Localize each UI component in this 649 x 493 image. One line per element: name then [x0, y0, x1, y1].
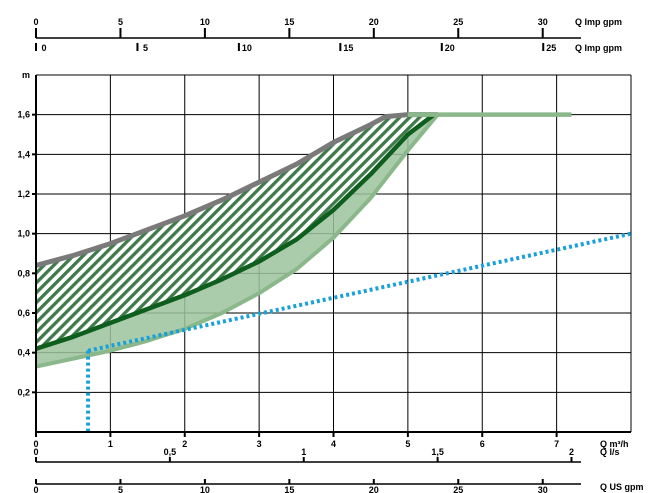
ls-tick-label: 1,5 [431, 447, 444, 457]
axes-layer: 0,2 0,4 0,6 0,8 1,0 1,2 1,4 1,6 m 0 1 2 3 4 5 6 7 Q m³/h 0… [17, 17, 643, 493]
usgpm-tick-label: 25 [453, 485, 463, 493]
top2-tick-label: 20 [445, 43, 455, 53]
top2-axis-label: Q Imp gpm [575, 43, 622, 53]
ls-tick-label: 0 [33, 447, 38, 457]
y-axis-label: m [22, 70, 30, 80]
usgpm-tick-label: 10 [200, 485, 210, 493]
usgpm-axis-label: Q US gpm [600, 482, 644, 492]
top1-tick-label: 0 [33, 17, 38, 27]
top2-tick-label: 10 [242, 43, 252, 53]
top2-tick-label: 5 [143, 43, 148, 53]
y-tick-label: 0,8 [17, 268, 30, 278]
x-tick-label: 4 [331, 439, 336, 449]
top1-axis-label: Q Imp gpm [575, 17, 622, 27]
x-tick-label: 5 [405, 439, 410, 449]
x-tick-label: 3 [257, 439, 262, 449]
system-curve-dotted [87, 231, 631, 353]
usgpm-tick-label: 5 [118, 485, 123, 493]
usgpm-tick-label: 20 [369, 485, 379, 493]
usgpm-tick-label: 30 [538, 485, 548, 493]
usgpm-tick-label: 0 [33, 485, 38, 493]
top1-tick-label: 15 [284, 17, 294, 27]
top1-tick-label: 25 [453, 17, 463, 27]
ls-tick-label: 1 [301, 447, 306, 457]
ls-axis-label: Q l/s [600, 447, 620, 457]
x-tick-label: 7 [554, 439, 559, 449]
upper-hatched-area [36, 114, 438, 349]
y-tick-label: 0,2 [17, 387, 30, 397]
top2-tick-label: 15 [343, 43, 353, 53]
lower-boundary-curve [36, 113, 440, 369]
x-tick-label: 1 [108, 439, 113, 449]
top1-tick-label: 20 [369, 17, 379, 27]
y-tick-label: 1,2 [17, 189, 30, 199]
ls-tick-label: 0,5 [164, 447, 177, 457]
x-axis-label: Q m³/h [600, 439, 629, 449]
x-tick-label: 2 [182, 439, 187, 449]
x-tick-label: 0 [33, 439, 38, 449]
x-tick-label: 6 [480, 439, 485, 449]
y-tick-label: 0,4 [17, 348, 30, 358]
top1-tick-label: 10 [200, 17, 210, 27]
usgpm-tick-label: 15 [284, 485, 294, 493]
lower-shaded-area [36, 114, 438, 367]
series-layer [36, 112, 631, 432]
middle-pump-curve [36, 112, 436, 351]
y-tick-label: 1,4 [17, 149, 30, 159]
y-tick-label: 1,6 [17, 110, 30, 120]
ls-tick-label: 2 [569, 447, 574, 457]
top1-tick-label: 30 [538, 17, 548, 27]
top2-tick-label: 25 [546, 43, 556, 53]
top1-tick-label: 5 [118, 17, 123, 27]
upper-boundary-curve [36, 112, 438, 268]
y-tick-label: 1,0 [17, 229, 30, 239]
top2-tick-label: 0 [41, 43, 46, 53]
y-tick-label: 0,6 [17, 308, 30, 318]
